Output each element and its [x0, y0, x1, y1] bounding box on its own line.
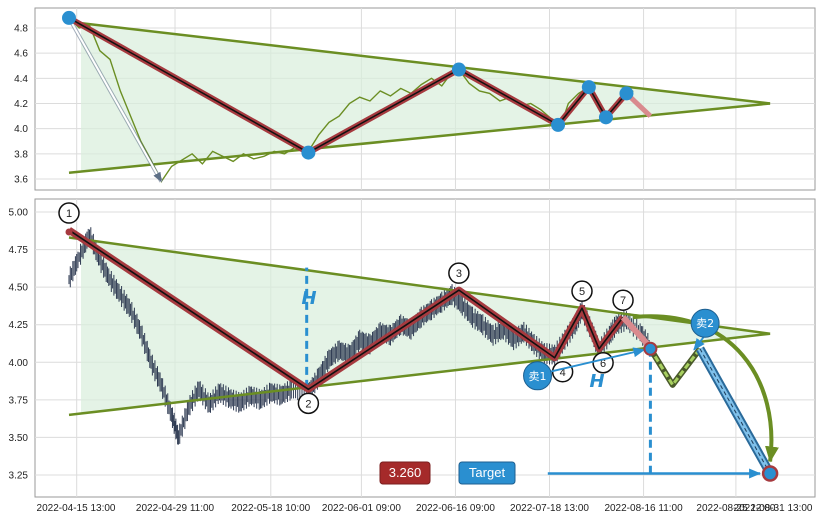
xtick-label: 2022-04-15 13:00 [37, 503, 116, 514]
overview-first-leg-arrow [68, 17, 163, 183]
sell-signal-label: 卖2 [696, 317, 714, 330]
wave-label-text: 5 [579, 286, 585, 298]
main-ytick-label: 4.75 [9, 245, 29, 256]
wave-label-circle [297, 392, 320, 415]
wave-label-text: 2 [305, 398, 311, 410]
price-badge-text: 3.260 [389, 465, 422, 480]
sell-signal-badge [690, 308, 720, 338]
overview-pivot-marker [551, 117, 566, 132]
wave-label-text: 7 [620, 295, 626, 307]
projection-zigzag [649, 347, 702, 387]
xtick-label: 2022-08-16 11:00 [604, 503, 683, 514]
xtick-label: 2022-08-31 13:00 [734, 503, 813, 514]
wave-label-circle [612, 289, 634, 311]
wave-label-text: 4 [560, 367, 566, 379]
xtick-label: 2022-08-25 12:00 [696, 503, 775, 514]
overview-pivot-marker [619, 86, 634, 101]
main-wave-core [68, 229, 624, 391]
overview-pivot-marker [598, 110, 613, 125]
overview-ytick-label: 4.4 [14, 74, 28, 85]
xtick-label: 2022-06-01 09:00 [322, 503, 401, 514]
wave-label-text: 1 [66, 208, 72, 220]
overview-ytick-label: 4.2 [14, 99, 28, 110]
wave-label-text: 6 [600, 358, 606, 370]
overview-ytick-label: 4.0 [14, 124, 28, 135]
wave-label-text: 3 [456, 268, 462, 280]
main-ytick-label: 4.50 [9, 283, 29, 294]
overview-pivot-marker [451, 62, 466, 77]
main-ytick-label: 3.75 [9, 395, 29, 406]
overview-pivot-marker [62, 10, 76, 25]
main-ytick-label: 4.25 [9, 320, 29, 331]
overview-ytick-label: 4.6 [14, 49, 28, 60]
overview-pivot-marker [301, 145, 316, 160]
main-ytick-label: 4.00 [9, 358, 29, 369]
projection-final-core [699, 348, 771, 474]
xtick-label: 2022-04-29 11:00 [136, 503, 215, 514]
sell-signal-badge [523, 361, 553, 391]
sell-signal-arrow [549, 347, 646, 373]
pattern-height-label: H [301, 288, 316, 309]
overview-price-line [68, 17, 634, 183]
breakout-point-marker [643, 341, 658, 356]
breakout-height-label: H [589, 371, 604, 392]
overview-triangle-fill [80, 23, 771, 172]
target-badge [458, 461, 516, 485]
xtick-label: 2022-07-18 13:00 [510, 503, 589, 514]
main-wave-extension [620, 315, 653, 350]
target-point-marker [761, 465, 779, 482]
overview-ytick-label: 3.6 [14, 175, 28, 186]
overview-upper-trendline [68, 20, 771, 105]
overview-ytick-label: 3.8 [14, 149, 28, 160]
overview-ytick-label: 4.8 [14, 24, 28, 35]
main-triangle-fill [80, 239, 771, 414]
price-badge [379, 461, 431, 485]
main-ytick-label: 3.25 [9, 471, 29, 482]
main-ytick-label: 5.00 [9, 208, 29, 219]
xtick-label: 2022-06-16 09:00 [416, 503, 495, 514]
wave-start-dot [65, 228, 73, 236]
xtick-label: 2022-05-18 10:00 [231, 503, 310, 514]
wave-label-circle [571, 280, 593, 302]
sell-signal-label: 卖1 [529, 370, 547, 383]
overview-lower-trendline [68, 102, 771, 174]
overview-pivot-marker [581, 80, 596, 95]
curved-projection-arrow [632, 314, 779, 463]
target-badge-text: Target [469, 465, 506, 480]
main-ytick-label: 3.50 [9, 433, 29, 444]
wave-label-circle [448, 262, 470, 284]
wave-label-circle [58, 202, 80, 224]
